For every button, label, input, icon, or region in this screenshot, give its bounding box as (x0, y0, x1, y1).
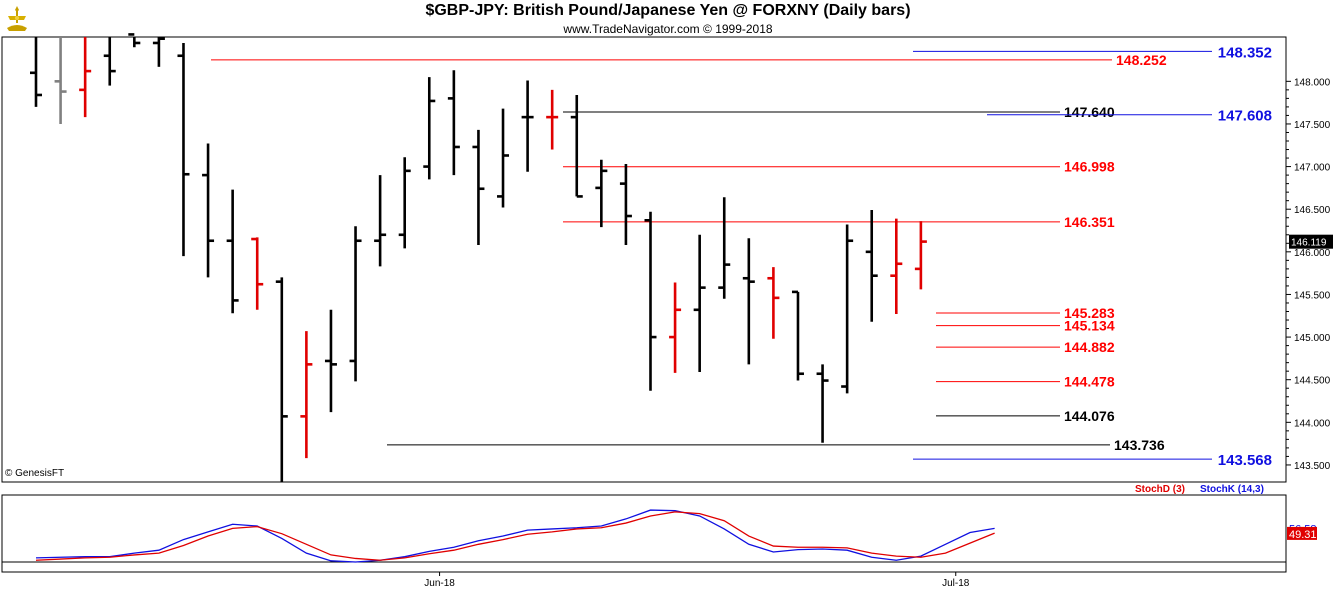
ohlc-bar (890, 218, 903, 315)
ohlc-bar (693, 234, 706, 373)
level-label: 148.252 (1116, 52, 1167, 68)
level-label: 147.608 (1218, 108, 1272, 125)
trade-navigator-logo-icon (7, 6, 27, 31)
ohlc-bar (103, 37, 116, 86)
ohlc-bar (152, 37, 165, 67)
level-label: 146.998 (1064, 159, 1115, 175)
last-price-label: 146.119 (1291, 238, 1327, 249)
stochastic-line (35, 511, 995, 561)
chart-subtitle: www.TradeNavigator.com © 1999-2018 (563, 22, 773, 36)
ohlc-bar (447, 70, 460, 176)
price-axis-bg (1286, 37, 1336, 482)
price-plot-area (1, 36, 1287, 483)
ohlc-bar (595, 159, 608, 228)
last-price-badge (1289, 234, 1333, 249)
ohlc-bar (619, 164, 632, 246)
ohlc-bar (718, 197, 731, 299)
ohlc-bar (521, 80, 534, 172)
price-tick-label: 144.500 (1294, 376, 1331, 387)
ohlc-bar (324, 309, 337, 413)
ohlc-bar (374, 175, 387, 267)
legend-stochk: StochK (14,3) (1200, 484, 1264, 495)
ohlc-bar (275, 277, 288, 482)
ohlc-bar (914, 221, 927, 290)
ohlc-bar (300, 331, 313, 459)
ohlc-bar (816, 364, 829, 443)
ohlc-bar (546, 89, 559, 150)
level-label: 146.351 (1064, 214, 1115, 230)
ohlc-bar (30, 37, 42, 107)
price-tick-label: 143.500 (1294, 461, 1331, 472)
level-label: 144.076 (1064, 408, 1115, 424)
price-tick-label: 144.000 (1294, 418, 1331, 429)
ohlc-bar (497, 108, 510, 208)
ohlc-bar (226, 189, 239, 314)
ohlc-bar (570, 94, 583, 198)
ohlc-bar (767, 267, 780, 339)
stochd-last-label: 49.31 (1289, 529, 1317, 541)
ohlc-bar (791, 290, 804, 381)
price-tick-label: 145.000 (1294, 333, 1331, 344)
price-tick-label: 146.000 (1294, 248, 1331, 259)
date-tick-label: Jun-18 (424, 578, 455, 589)
level-label: 143.568 (1218, 452, 1272, 469)
stochd-last-badge (1287, 526, 1317, 540)
ohlc-bar (128, 33, 141, 48)
level-label: 145.134 (1064, 318, 1115, 334)
price-panel (1, 36, 1287, 483)
level-label: 144.478 (1064, 374, 1115, 390)
price-tick-label: 148.000 (1294, 77, 1331, 88)
legend-stochd: StochD (3) (1135, 484, 1185, 495)
stochastic-panel: StochD (3)StochK (14,3)56.5849.31 (1, 484, 1317, 573)
ohlc-bars (30, 33, 927, 482)
ohlc-bar (398, 157, 411, 249)
ohlc-bar (644, 211, 657, 391)
ohlc-bar (251, 237, 264, 310)
ohlc-bar (669, 282, 682, 373)
ohlc-bar (54, 37, 67, 124)
chart-title: $GBP-JPY: British Pound/Japanese Yen @ F… (425, 2, 911, 19)
ohlc-bar (202, 143, 215, 278)
price-tick-label: 146.500 (1294, 205, 1331, 216)
date-tick-label: Jul-18 (942, 578, 970, 589)
ohlc-bar (423, 77, 436, 180)
level-label: 147.640 (1064, 104, 1115, 120)
ohlc-bar (349, 226, 362, 382)
ohlc-bar (865, 210, 878, 322)
stochastic-plot-area (1, 494, 1287, 573)
level-label: 145.283 (1064, 305, 1115, 321)
ohlc-bar (177, 42, 190, 257)
copyright-label: © GenesisFT (5, 468, 65, 479)
level-label: 144.882 (1064, 339, 1115, 355)
stochastic-line (35, 509, 995, 563)
ohlc-bar (79, 37, 92, 118)
price-tick-label: 145.500 (1294, 290, 1331, 301)
ohlc-bar (742, 238, 755, 365)
ohlc-bar (472, 129, 485, 246)
price-tick-label: 147.500 (1294, 120, 1331, 131)
horizontal-levels: 148.352 148.252 147.640 147.608 146.998 146.3… (211, 44, 1272, 469)
price-axis: 143.500 144.000 144.500 145.000 145.500 146.0… (1285, 37, 1336, 482)
level-label: 143.736 (1114, 437, 1165, 453)
level-label: 148.352 (1218, 44, 1272, 61)
price-tick-label: 147.000 (1294, 163, 1331, 174)
ohlc-bar (841, 224, 854, 394)
date-axis: Jun-18 Jul-18 (424, 572, 970, 589)
